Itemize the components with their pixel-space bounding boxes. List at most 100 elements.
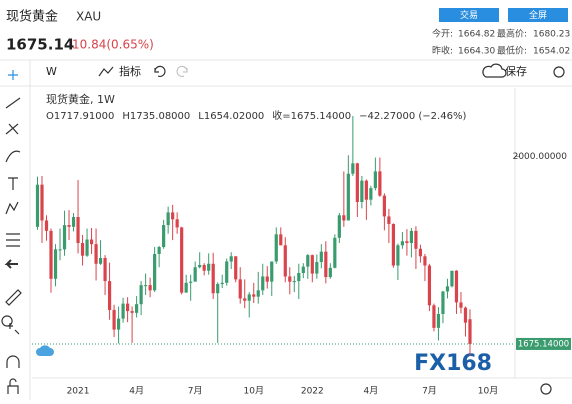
lock-tool[interactable] xyxy=(7,378,19,394)
ruler-tool[interactable] xyxy=(5,289,22,306)
candle-body xyxy=(468,319,472,344)
text-tool[interactable] xyxy=(8,177,18,190)
settings-icon[interactable] xyxy=(553,66,565,78)
candle-body xyxy=(67,225,71,227)
candle-body xyxy=(175,219,179,228)
legend-ohlc: −42.27000 (−2.46%) xyxy=(359,111,466,122)
candle-body xyxy=(207,263,211,271)
crosshair-tool[interactable] xyxy=(8,70,18,80)
candle-body xyxy=(40,184,44,221)
candle-body xyxy=(76,217,80,243)
candle-body xyxy=(265,276,269,282)
candle-body xyxy=(396,245,400,266)
candle-body xyxy=(216,283,220,294)
redo-icon[interactable] xyxy=(176,65,188,77)
candle-body xyxy=(337,215,341,238)
fullscreen-button-label[interactable]: 全屏 xyxy=(529,9,547,21)
candle-body xyxy=(427,265,432,306)
trade-button-label[interactable]: 交易 xyxy=(460,9,478,21)
fullscreen-button[interactable] xyxy=(508,8,568,22)
candle-body xyxy=(360,180,364,202)
x-tick-label: 4月 xyxy=(364,386,379,397)
candle-body xyxy=(162,225,166,248)
prediction-tool[interactable] xyxy=(6,233,20,247)
candle-body xyxy=(211,263,215,294)
trade-button[interactable] xyxy=(439,8,499,22)
candle-body xyxy=(180,227,184,293)
indicator-button[interactable]: 指标 xyxy=(119,64,141,78)
candle-body xyxy=(414,230,418,249)
pattern-tool[interactable] xyxy=(5,201,19,215)
candle-body xyxy=(423,256,427,266)
candle-body xyxy=(454,270,459,303)
candle-body xyxy=(355,163,359,202)
candle-body xyxy=(283,245,287,277)
candle-body xyxy=(62,225,67,250)
candle-body xyxy=(229,256,233,262)
stat-label: 最高价: xyxy=(497,28,527,40)
x-tick-label: 10月 xyxy=(244,386,264,397)
candle-body xyxy=(333,237,337,268)
candle-body xyxy=(234,256,238,280)
chart: 现货黄金, 1W FX168 O1717.91000 H1735.08000 L16… xyxy=(32,88,572,397)
candle-body xyxy=(418,248,423,257)
legend-ohlc: L1654.02000 xyxy=(198,111,264,122)
indicator-icon[interactable] xyxy=(98,66,114,77)
candle-body xyxy=(247,294,251,301)
back-tool[interactable] xyxy=(4,259,18,269)
candle-body xyxy=(324,251,328,278)
candle-body xyxy=(373,171,377,189)
candle-body xyxy=(328,267,332,278)
candle-body xyxy=(292,281,296,283)
candle-body xyxy=(184,282,188,293)
candle-body xyxy=(220,282,224,284)
trendline-tool[interactable] xyxy=(5,97,21,109)
zoom-tool[interactable] xyxy=(1,315,20,335)
y-tick-label: 2000.00000 xyxy=(513,152,568,162)
candle-body xyxy=(288,276,292,282)
candle-body xyxy=(189,281,193,283)
candle-body xyxy=(193,267,197,282)
candle-body xyxy=(148,285,152,291)
save-button[interactable]: 保存 xyxy=(505,64,527,78)
candle-body xyxy=(49,230,53,279)
stat-label: 最低价: xyxy=(497,45,527,57)
last-price-badge xyxy=(516,337,571,350)
undo-icon[interactable] xyxy=(154,65,166,77)
candle-body xyxy=(252,294,256,297)
candle-body xyxy=(44,220,49,231)
candle-body xyxy=(121,303,125,319)
candle-body xyxy=(126,303,130,312)
candle-body xyxy=(391,223,395,266)
candle-body xyxy=(202,264,206,271)
axis-settings-icon[interactable] xyxy=(540,383,552,395)
candle-body xyxy=(279,234,283,246)
candle-body xyxy=(441,291,445,314)
brush-tool[interactable] xyxy=(5,150,21,163)
candle-body xyxy=(112,309,116,330)
candle-body xyxy=(364,180,368,200)
candle-body xyxy=(198,264,202,268)
interval-button[interactable]: W xyxy=(46,65,57,78)
candle-body xyxy=(139,285,143,305)
candle-body xyxy=(94,244,98,264)
cloud-icon[interactable] xyxy=(482,63,507,78)
stat-value: 1680.23 xyxy=(533,30,570,40)
watermark: FX168 xyxy=(414,351,492,376)
candle-body xyxy=(256,290,260,297)
fib-tool[interactable] xyxy=(5,123,19,135)
candle-body xyxy=(144,285,148,287)
candle-body xyxy=(157,247,161,254)
candle-body xyxy=(459,302,463,308)
candle-body xyxy=(270,261,274,282)
candle-body xyxy=(342,215,346,221)
candle-body xyxy=(166,212,170,226)
candle-body xyxy=(409,230,414,243)
candle-body xyxy=(53,249,58,279)
candle-body xyxy=(400,241,405,246)
candle-body xyxy=(297,273,301,282)
candle-body xyxy=(445,286,450,292)
candle-body xyxy=(436,314,441,328)
magnet-tool[interactable] xyxy=(6,355,20,368)
stat-label: 今开: xyxy=(432,28,453,40)
